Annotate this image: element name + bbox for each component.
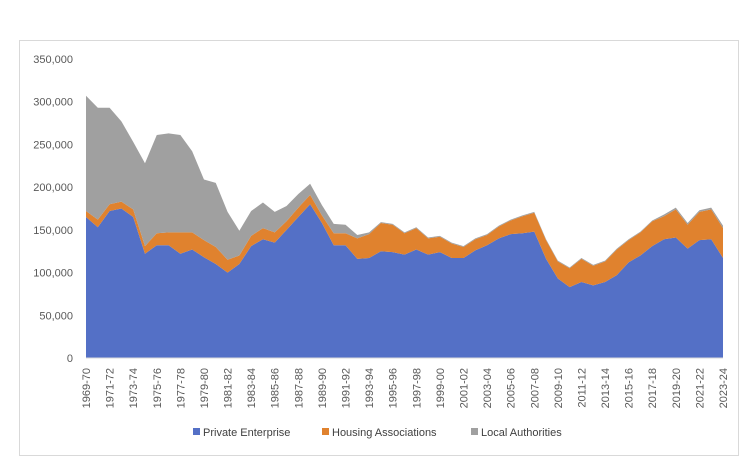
x-tick-label: 2023-24: [718, 368, 730, 408]
x-tick-label: 1985-86: [270, 368, 282, 408]
x-tick-label: 2011-12: [576, 368, 588, 408]
x-tick-label: 2005-06: [506, 368, 518, 408]
legend-label-private-enterprise: Private Enterprise: [203, 427, 290, 439]
x-tick-label: 1969-70: [81, 368, 93, 408]
x-tick-label: 1977-78: [175, 368, 187, 408]
x-tick-label: 2009-10: [553, 368, 565, 408]
y-tick-label: 300,000: [33, 97, 73, 109]
x-axis: 1969-70 1971-72 1973-74 1975-76 1977-78 1979-…: [81, 357, 730, 408]
x-tick-label: 2021-22: [694, 368, 706, 408]
x-tick-label: 2017-18: [647, 368, 659, 408]
x-tick-label: 1973-74: [128, 368, 140, 408]
x-tick-label: 2007-08: [529, 368, 541, 408]
x-tick-label: 1993-94: [364, 368, 376, 408]
x-tick-label: 2015-16: [624, 368, 636, 408]
x-tick-label: 1987-88: [293, 368, 305, 408]
legend-label-local-authorities: Local Authorities: [481, 427, 562, 439]
y-tick-label: 0: [67, 353, 73, 365]
x-tick-label: 1975-76: [152, 368, 164, 408]
legend-swatch-private-enterprise: [193, 428, 200, 435]
area-private-enterprise: [86, 204, 723, 358]
legend-swatch-housing-associations: [322, 428, 329, 435]
x-tick-label: 1995-96: [388, 368, 400, 408]
x-tick-label: 2013-14: [600, 368, 612, 408]
x-tick-label: 1979-80: [199, 368, 211, 408]
x-tick-label: 1981-82: [223, 368, 235, 408]
y-tick-label: 100,000: [33, 268, 73, 280]
x-tick-label: 1997-98: [411, 368, 423, 408]
y-tick-label: 150,000: [33, 225, 73, 237]
legend-swatch-local-authorities: [471, 428, 478, 435]
x-tick-label: 2003-04: [482, 368, 494, 408]
y-tick-label: 50,000: [39, 310, 73, 322]
y-tick-label: 350,000: [33, 54, 73, 66]
x-tick-label: 2001-02: [458, 368, 470, 408]
area-local-authorities: [86, 95, 723, 269]
series-areas: [86, 95, 723, 358]
x-tick-label: 1991-92: [341, 368, 353, 408]
legend: Private Enterprise Housing Associations Lo…: [193, 427, 562, 439]
area-housing-associations: [86, 194, 723, 288]
y-tick-label: 250,000: [33, 139, 73, 151]
x-tick-label: 1989-90: [317, 368, 329, 408]
x-tick-label: 1983-84: [246, 368, 258, 408]
legend-label-housing-associations: Housing Associations: [332, 427, 437, 439]
y-axis: 0 50,000 100,000 150,000 200,000 250,000 300,0…: [33, 54, 73, 365]
x-tick-label: 2019-20: [671, 368, 683, 408]
x-tick-label: 1999-00: [435, 368, 447, 408]
x-tick-label: 1971-72: [105, 368, 117, 408]
y-tick-label: 200,000: [33, 182, 73, 194]
